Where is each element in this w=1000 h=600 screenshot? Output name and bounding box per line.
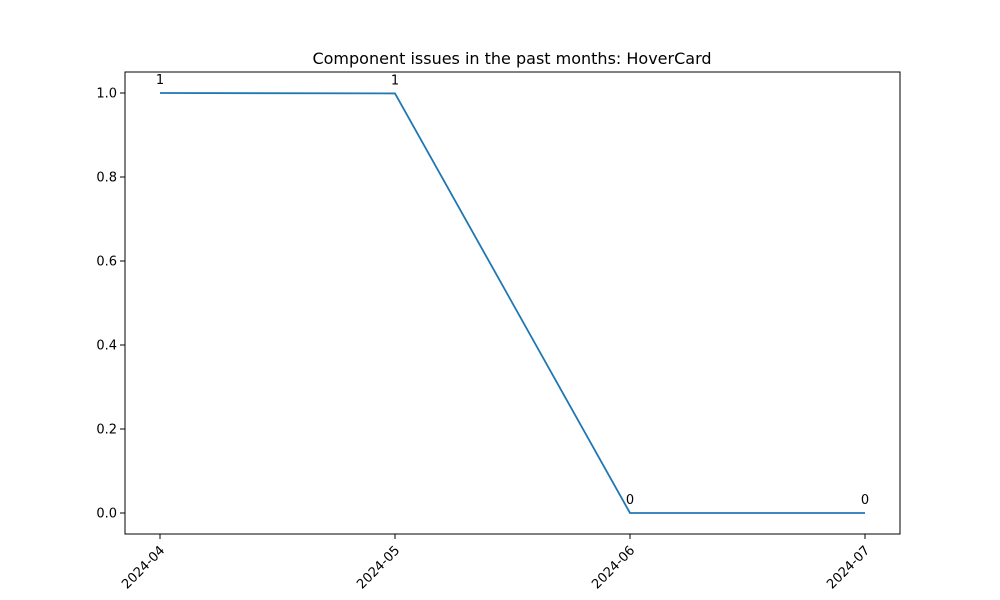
data-label: 1	[391, 73, 399, 88]
data-label: 0	[626, 493, 634, 508]
chart-title: Component issues in the past months: Hov…	[312, 49, 711, 68]
series-line	[159, 92, 865, 514]
y-tick-label: 0.2	[96, 423, 117, 438]
axes-frame	[124, 71, 901, 535]
y-tick-label: 0.8	[96, 171, 117, 186]
y-tick-label: 0.6	[96, 255, 117, 270]
y-tick-label: 1.0	[96, 87, 117, 102]
data-label: 1	[156, 73, 164, 88]
y-tick-label: 0.4	[96, 339, 117, 354]
y-tick-label: 0.0	[96, 507, 117, 522]
data-label: 0	[861, 493, 869, 508]
